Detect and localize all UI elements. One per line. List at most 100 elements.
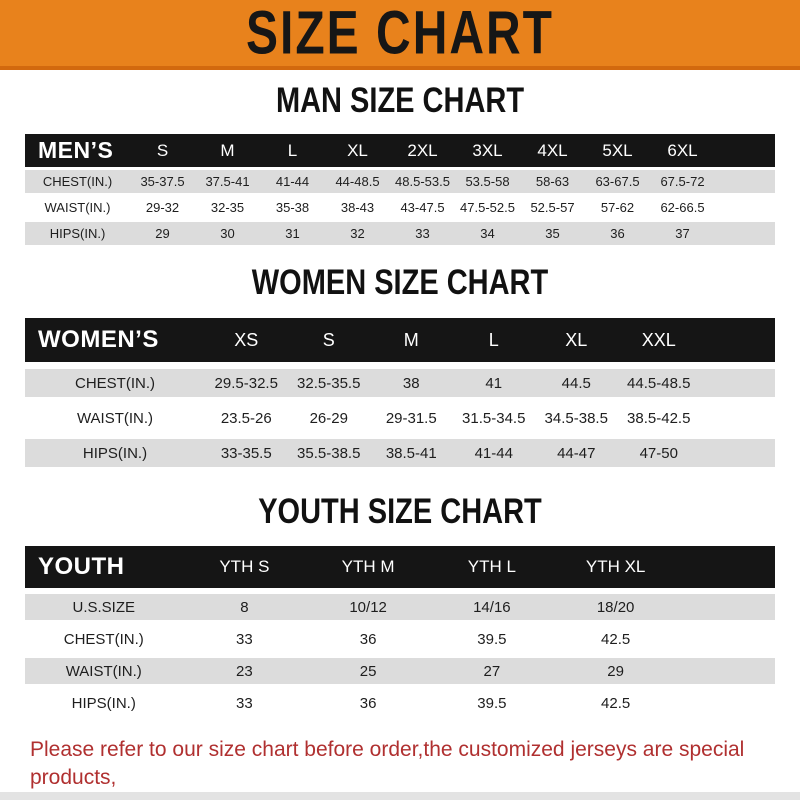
size-value: 30 [195,222,260,245]
measurement-row: CHEST(IN.) 35-37.5 37.5-41 41-44 44-48.5 48.5… [25,170,775,193]
row-label: HIPS(IN.) [25,222,130,245]
size-value: 48.5-53.5 [390,170,455,193]
size-value: 52.5-57 [520,196,585,219]
size-value: 38.5-42.5 [617,404,700,432]
header-filler [715,134,775,167]
youth-section: YOUTH SIZE CHART YOUTH YTH S YTH M YTH L YTH… [0,492,800,722]
row-filler [715,222,775,245]
size-value: 57-62 [585,196,650,219]
row-label: WAIST(IN.) [25,196,130,219]
size-value: 44.5-48.5 [617,369,700,397]
size-column-header: XXL [617,318,700,362]
size-value: 25 [306,658,430,684]
size-value: 35.5-38.5 [287,439,370,467]
size-table-header-row: WOMEN’S XS S M L XL XXL [25,318,775,362]
row-filler [715,170,775,193]
row-filler [715,196,775,219]
size-column-header: 4XL [520,134,585,167]
measurement-row: CHEST(IN.) 29.5-32.5 32.5-35.5 38 41 44.5 44.5… [25,369,775,397]
size-value: 42.5 [553,626,678,652]
size-value: 34 [455,222,520,245]
size-value: 37.5-41 [195,170,260,193]
size-value: 32.5-35.5 [287,369,370,397]
size-value: 67.5-72 [650,170,715,193]
women-size-table: WOMEN’S XS S M L XL XXL CHEST(IN.) 29.5-32.5 32.5… [25,311,775,474]
size-value: 47.5-52.5 [455,196,520,219]
size-value: 44.5 [535,369,618,397]
size-column-header: XL [535,318,618,362]
header-filler [677,546,775,588]
youth-size-table: YOUTH YTH S YTH M YTH L YTH XL U.S.SIZE 8 10/12… [25,540,775,722]
footer-note: Please refer to our size chart before or… [0,736,800,800]
header-filler [700,318,775,362]
row-filler [677,690,775,716]
women-section-title: WOMEN SIZE CHART [251,263,549,303]
size-column-header: S [287,318,370,362]
size-value: 27 [430,658,554,684]
size-value: 14/16 [430,594,554,620]
size-value: 32-35 [195,196,260,219]
table-corner-label: WOMEN’S [25,318,205,362]
size-value: 42.5 [553,690,678,716]
row-filler [700,404,775,432]
size-value: 63-67.5 [585,170,650,193]
size-value: 32 [325,222,390,245]
size-value: 29 [130,222,195,245]
size-column-header: 5XL [585,134,650,167]
size-column-header: S [130,134,195,167]
bottom-strip [0,792,800,800]
size-value: 33 [182,690,307,716]
footer-line-1: Please refer to our size chart before or… [30,738,745,789]
row-label: HIPS(IN.) [25,690,183,716]
size-column-header: YTH M [306,546,430,588]
row-label: WAIST(IN.) [25,404,205,432]
size-value: 44-47 [535,439,618,467]
size-value: 41-44 [260,170,325,193]
row-filler [677,626,775,652]
size-value: 8 [182,594,307,620]
size-value: 58-63 [520,170,585,193]
size-value: 10/12 [306,594,430,620]
size-column-header: M [370,318,453,362]
measurement-row: HIPS(IN.) 29 30 31 32 33 34 35 36 37 [25,222,775,245]
row-label: WAIST(IN.) [25,658,183,684]
size-value: 36 [306,690,430,716]
size-value: 23.5-26 [205,404,288,432]
size-column-header: L [260,134,325,167]
men-section-title: MAN SIZE CHART [275,81,525,121]
size-value: 39.5 [430,626,554,652]
size-value: 35-37.5 [130,170,195,193]
men-size-table: MEN’S S M L XL 2XL 3XL 4XL 5XL 6XL CHEST(IN.) 35-37… [25,131,775,248]
size-value: 43-47.5 [390,196,455,219]
size-value: 38 [370,369,453,397]
row-label: CHEST(IN.) [25,369,205,397]
size-value: 41 [452,369,535,397]
measurement-row: HIPS(IN.) 33 36 39.5 42.5 [25,690,775,716]
row-label: CHEST(IN.) [25,626,183,652]
size-column-header: M [195,134,260,167]
size-value: 33-35.5 [205,439,288,467]
size-value: 37 [650,222,715,245]
table-corner-label: YOUTH [25,546,183,588]
row-label: U.S.SIZE [25,594,183,620]
size-value: 26-29 [287,404,370,432]
size-value: 41-44 [452,439,535,467]
table-corner-label: MEN’S [25,134,130,167]
women-section: WOMEN SIZE CHART WOMEN’S XS S M L XL XXL CHEST(… [0,263,800,474]
size-value: 29-32 [130,196,195,219]
measurement-row: HIPS(IN.) 33-35.5 35.5-38.5 38.5-41 41-44 44-… [25,439,775,467]
size-table-header-row: MEN’S S M L XL 2XL 3XL 4XL 5XL 6XL [25,134,775,167]
size-value: 33 [390,222,455,245]
size-column-header: 2XL [390,134,455,167]
measurement-row: WAIST(IN.) 23 25 27 29 [25,658,775,684]
measurement-row: CHEST(IN.) 33 36 39.5 42.5 [25,626,775,652]
measurement-row: WAIST(IN.) 29-32 32-35 35-38 38-43 43-47.5 47.… [25,196,775,219]
row-filler [700,439,775,467]
size-value: 35-38 [260,196,325,219]
men-section: MAN SIZE CHART MEN’S S M L XL 2XL 3XL 4XL 5XL 6XL… [0,81,800,248]
size-value: 36 [306,626,430,652]
size-column-header: L [452,318,535,362]
size-column-header: XS [205,318,288,362]
size-column-header: 3XL [455,134,520,167]
